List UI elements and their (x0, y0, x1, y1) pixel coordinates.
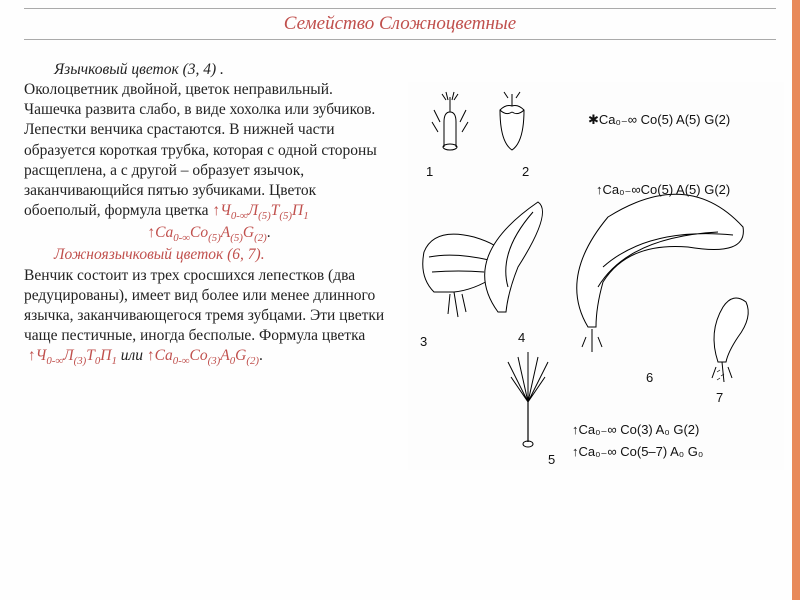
diagram-formula-bot-r: ↑Ca₀₋∞ Co(5–7) A₀ G₀ (572, 444, 703, 460)
formula-end: . (259, 347, 263, 364)
figure-label-5: 5 (548, 452, 555, 467)
diagram-formula-top: ✱Ca₀₋∞ Co(5) A(5) G(2) (588, 112, 730, 128)
diagram-formula-bot-l: ↑Ca₀₋∞ Co(3) A₀ G(2) (572, 422, 699, 438)
lead-1: Язычковый цветок (3, 4) . (24, 60, 394, 80)
formula-2-line: ↑Ca0-∞Co(5)A(5)G(2). (24, 223, 394, 245)
text-column: Язычковый цветок (3, 4) . Околоцветник д… (24, 60, 394, 368)
page-title: Семейство Сложноцветные (24, 8, 776, 40)
figure-label-7: 7 (716, 390, 723, 405)
formula-2: ↑Ca0-∞Co(5)A(5)G(2) (147, 224, 266, 241)
formula-3: ↑Ч0-∞Л(3)Т0П1 (24, 347, 117, 364)
figure-label-1: 1 (426, 164, 433, 179)
lead-2: Ложноязычковый цветок (6, 7). (24, 245, 394, 265)
body-1-text: Околоцветник двойной, цветок неправильны… (24, 81, 377, 219)
formula-1: ↑Ч0-∞Л(5)Т(5)П1 (212, 202, 308, 219)
figure-label-2: 2 (522, 164, 529, 179)
accent-bar (792, 0, 800, 600)
body-1: Околоцветник двойной, цветок неправильны… (24, 80, 394, 223)
formula-4: ↑Ca0-∞Co(3)A0G(2) (147, 347, 259, 364)
or-text: или (117, 347, 147, 364)
formula-3-line: ↑Ч0-∞Л(3)Т0П1 или ↑Ca0-∞Co(3)A0G(2). (24, 346, 394, 368)
body-2: Венчик состоит из трех сросшихся лепестк… (24, 266, 394, 347)
figure-label-3: 3 (420, 334, 427, 349)
botanical-illustration: 1 2 3 4 5 6 7 ✱Ca₀₋∞ Co(5) A(5) G(2) ↑Ca… (408, 82, 784, 470)
figure-label-4: 4 (518, 330, 525, 345)
formula-2-end: . (267, 224, 271, 241)
figure-label-6: 6 (646, 370, 653, 385)
diagram-formula-mid: ↑Ca₀₋∞Co(5) A(5) G(2) (596, 182, 730, 198)
